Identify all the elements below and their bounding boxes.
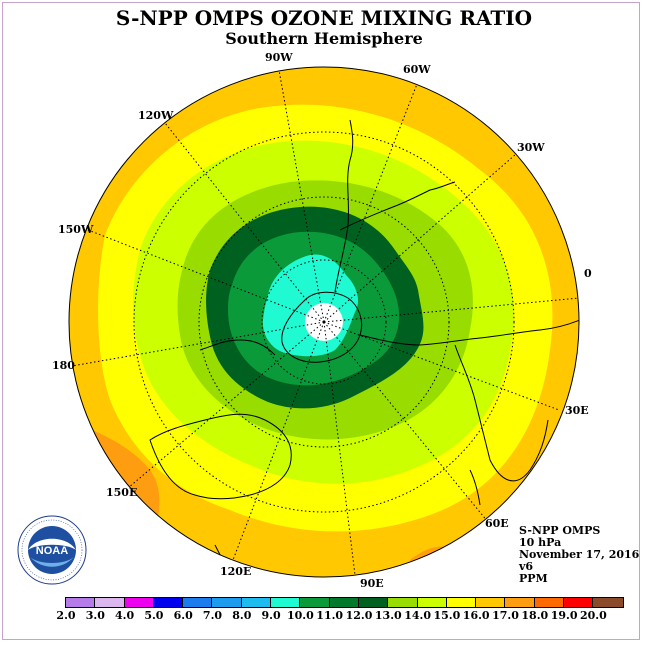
colorbar-tick-label: 12.0 [345, 609, 373, 622]
colorbar-cell [271, 598, 301, 607]
colorbar-tick-label: 19.0 [550, 609, 578, 622]
colorbar [65, 597, 624, 608]
noaa-logo: NOAA [17, 515, 87, 585]
colorbar-tick-label: 10.0 [286, 609, 314, 622]
colorbar-tick-label: 5.0 [144, 609, 164, 622]
colorbar-cell [358, 598, 389, 607]
colorbar-cell [388, 598, 418, 607]
map-subtitle: Southern Hemisphere [225, 29, 423, 48]
colorbar-tick-label: 8.0 [232, 609, 252, 622]
logo-ring-lettering [21, 519, 83, 581]
australia-coast [149, 413, 292, 500]
south-america-coast [339, 181, 456, 231]
antarctica-coast [281, 291, 363, 363]
map-title: S-NPP OMPS OZONE MIXING RATIO [115, 6, 533, 30]
colorbar-tick-label: 18.0 [521, 609, 549, 622]
lon-label-120e: 120E [220, 565, 252, 578]
colorbar-cell [564, 598, 594, 607]
info-block: S-NPP OMPS 10 hPa November 17, 2016 v6 P… [519, 525, 639, 585]
lon-label-90e: 90E [360, 577, 384, 590]
info-instrument: S-NPP OMPS [519, 524, 601, 537]
colorbar-cell [124, 598, 154, 607]
colorbar-tick-label: 20.0 [579, 609, 607, 622]
east-antarctica-coast [359, 319, 579, 346]
colorbar-tick-label: 9.0 [261, 609, 281, 622]
madagascar [469, 469, 481, 506]
logo-text: NOAA [36, 545, 68, 557]
lon-label-30e: 30E [565, 404, 589, 417]
lon-label-120w: 120W [138, 109, 174, 122]
info-version: v6 [519, 560, 534, 573]
figure-frame [2, 2, 640, 640]
lon-label-90w: 90W [265, 51, 293, 64]
africa-coast [454, 344, 549, 482]
colorbar-cell [505, 598, 535, 607]
colorbar-cell [241, 598, 272, 607]
map-boundary [68, 66, 580, 578]
graticule [71, 69, 579, 576]
colorbar-cell [153, 598, 184, 607]
info-date: November 17, 2016 [519, 548, 640, 561]
south-pole-marker [322, 320, 326, 324]
colorbar-tick-label: 2.0 [56, 609, 76, 622]
antarctic-coast-west [199, 339, 276, 356]
info-units: PPM [519, 572, 548, 585]
lon-label-150e: 150E [106, 486, 138, 499]
colorbar-cell [66, 598, 96, 607]
ozone-field [69, 67, 579, 577]
colorbar-tick-label: 17.0 [492, 609, 519, 622]
colorbar-cell [183, 598, 213, 607]
lon-label-150w: 150W [58, 223, 94, 236]
colorbar-cell [476, 598, 506, 607]
colorbar-tick-label: 11.0 [316, 609, 344, 622]
colorbar-tick-label: 3.0 [85, 609, 105, 622]
colorbar-tick-label: 6.0 [173, 609, 193, 622]
colorbar-cell [329, 598, 359, 607]
colorbar-cell [300, 598, 330, 607]
lon-label-30w: 30W [517, 141, 545, 154]
lon-label-60e: 60E [485, 517, 509, 530]
lon-label-0: 0 [584, 267, 592, 280]
colorbar-cell [95, 598, 125, 607]
info-level: 10 hPa [519, 536, 562, 549]
antarctic-peninsula [334, 119, 354, 293]
colorbar-tick-label: 4.0 [115, 609, 135, 622]
colorbar-tick-label: 7.0 [202, 609, 223, 622]
lon-label-180: 180 [52, 359, 75, 372]
colorbar-cell [417, 598, 447, 607]
colorbar-cell [212, 598, 242, 607]
colorbar-tick-label: 13.0 [374, 609, 402, 622]
colorbar-tick-label: 14.0 [404, 609, 431, 622]
colorbar-tick-label: 15.0 [433, 609, 461, 622]
colorbar-cell [534, 598, 565, 607]
colorbar-cell [446, 598, 477, 607]
lon-label-60w: 60W [403, 63, 431, 76]
colorbar-tick-label: 16.0 [462, 609, 490, 622]
colorbar-cell [593, 598, 623, 607]
